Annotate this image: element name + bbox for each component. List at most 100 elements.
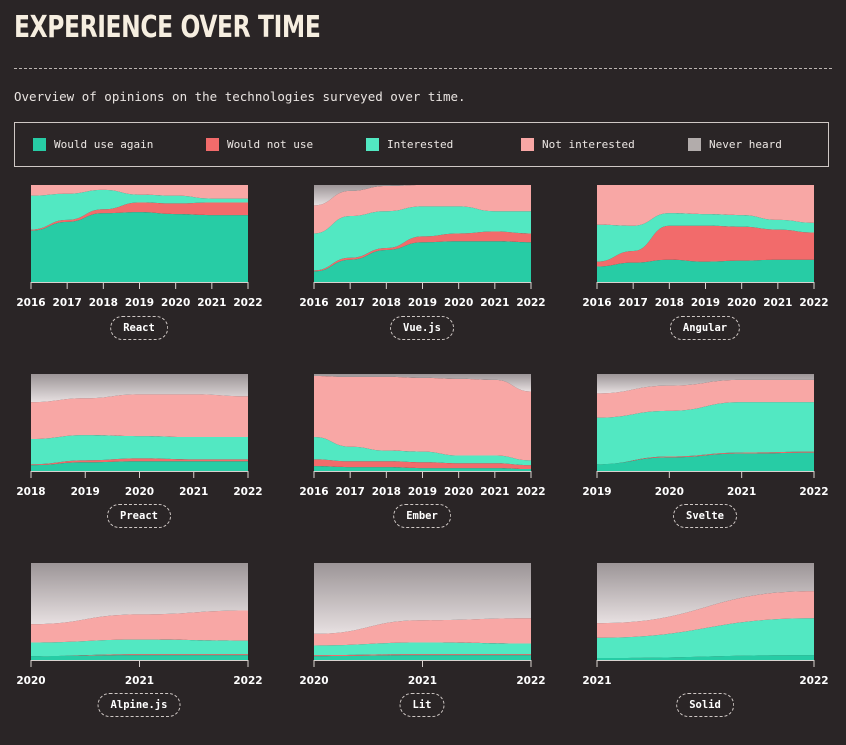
area-not-interested: [597, 185, 814, 226]
area-interested: [31, 189, 248, 230]
x-tick-label: 2019: [71, 486, 100, 498]
area-chart-svg: 2018 2019 2020 2021 2022: [16, 374, 263, 498]
legend-swatch: [206, 138, 219, 151]
legend-item-not-interested[interactable]: Not interested: [521, 138, 635, 151]
area-would-not-use: [314, 459, 531, 470]
area-interested: [31, 639, 248, 657]
x-tick-label: 2019: [691, 297, 720, 309]
area-chart-svg: 2020 2021 2022: [16, 563, 263, 687]
x-tick-label: 2018: [655, 297, 684, 309]
x-tick-label: 2021: [727, 486, 756, 498]
chart-solid: 2021 2022 Solid: [580, 558, 829, 728]
area-chart-svg: 2016 2017 2018 2019 2020 2021 2022: [299, 374, 546, 498]
area-not-interested: [31, 610, 248, 643]
legend-item-would-not-use[interactable]: Would not use: [206, 138, 313, 151]
legend-label: Would not use: [227, 138, 314, 151]
x-tick-label: 2021: [197, 297, 226, 309]
x-tick-label: 2019: [408, 297, 437, 309]
x-tick-label: 2018: [372, 486, 401, 498]
x-tick-label: 2021: [480, 297, 509, 309]
chart-lit: 2020 2021 2022 Lit: [297, 558, 546, 728]
chart-ember: 2016 2017 2018 2019 2020 2021 2022 Ember: [297, 369, 546, 539]
legend-item-never-heard[interactable]: Never heard: [688, 138, 782, 151]
area-chart-svg: 2020 2021 2022: [299, 563, 546, 687]
tech-label-pill[interactable]: Vue.js: [390, 316, 454, 340]
x-tick-label: 2022: [233, 297, 262, 309]
chart-angular: 2016 2017 2018 2019 2020 2021 2022 Angular: [580, 180, 829, 350]
area-chart-svg: 2016 2017 2018 2019 2020 2021 2022: [16, 185, 263, 309]
area-would-use-again: [31, 212, 248, 282]
area-would-use-again: [31, 655, 248, 660]
area-not-interested: [314, 375, 531, 461]
chart-vuejs: 2016 2017 2018 2019 2020 2021 2022 Vue.js: [297, 180, 546, 350]
area-would-not-use: [314, 231, 531, 272]
chart-alpinejs: 2020 2021 2022 Alpine.js: [14, 558, 263, 728]
legend-label: Would use again: [54, 138, 154, 151]
chart-preact: 2018 2019 2020 2021 2022 Preact: [14, 369, 263, 539]
x-tick-label: 2022: [799, 297, 828, 309]
area-never-heard: [597, 563, 814, 624]
x-tick-label: 2020: [655, 486, 684, 498]
area-would-use-again: [314, 655, 531, 660]
area-interested: [314, 642, 531, 656]
legend-label: Never heard: [709, 138, 782, 151]
area-chart-svg: 2016 2017 2018 2019 2020 2021 2022: [582, 185, 829, 309]
x-tick-label: 2022: [233, 486, 262, 498]
x-tick-label: 2020: [16, 675, 45, 687]
area-chart-svg: 2016 2017 2018 2019 2020 2021 2022: [299, 185, 546, 309]
x-tick-label: 2022: [799, 486, 828, 498]
area-not-interested: [314, 618, 531, 646]
area-never-heard: [31, 563, 248, 625]
legend-item-interested[interactable]: Interested: [366, 138, 453, 151]
x-tick-label: 2020: [727, 297, 756, 309]
x-tick-label: 2021: [125, 675, 154, 687]
x-tick-label: 2019: [582, 486, 611, 498]
area-not-interested: [31, 394, 248, 439]
legend-label: Not interested: [542, 138, 635, 151]
tech-label-pill[interactable]: Alpine.js: [97, 693, 181, 717]
x-tick-label: 2017: [336, 486, 365, 498]
tech-label-pill[interactable]: Solid: [676, 693, 734, 717]
area-would-use-again: [314, 466, 531, 471]
area-interested: [597, 402, 814, 465]
page-subtitle: Overview of opinions on the technologies…: [14, 89, 466, 104]
legend-swatch: [521, 138, 534, 151]
area-would-use-again: [31, 461, 248, 471]
chart-svelte: 2019 2020 2021 2022 Svelte: [580, 369, 829, 539]
area-never-heard: [314, 374, 531, 392]
legend-label: Interested: [387, 138, 454, 151]
area-would-not-use: [597, 225, 814, 267]
x-tick-label: 2016: [16, 297, 45, 309]
x-tick-label: 2022: [516, 486, 545, 498]
area-chart-svg: 2019 2020 2021 2022: [582, 374, 829, 498]
x-tick-label: 2017: [619, 297, 648, 309]
x-tick-label: 2020: [444, 297, 473, 309]
x-tick-label: 2021: [582, 675, 611, 687]
x-tick-label: 2016: [299, 297, 328, 309]
legend-item-would-use-again[interactable]: Would use again: [33, 138, 153, 151]
area-not-interested: [314, 185, 531, 234]
tech-label-pill[interactable]: Svelte: [673, 504, 737, 528]
area-not-interested: [597, 379, 814, 418]
x-tick-label: 2017: [53, 297, 82, 309]
x-tick-label: 2017: [336, 297, 365, 309]
x-tick-label: 2016: [582, 297, 611, 309]
area-interested: [31, 435, 248, 465]
area-interested: [314, 206, 531, 271]
x-tick-label: 2021: [179, 486, 208, 498]
x-tick-label: 2022: [516, 297, 545, 309]
tech-label-pill[interactable]: Lit: [399, 693, 445, 717]
tech-label-pill[interactable]: React: [110, 316, 168, 340]
area-chart-svg: 2021 2022: [582, 563, 829, 687]
area-would-use-again: [314, 241, 531, 282]
tech-label-pill[interactable]: Angular: [669, 316, 741, 340]
legend: Would use again Would not use Interested…: [14, 122, 829, 167]
tech-label-pill[interactable]: Preact: [107, 504, 171, 528]
x-tick-label: 2021: [480, 486, 509, 498]
tech-label-pill[interactable]: Ember: [393, 504, 451, 528]
x-tick-label: 2018: [89, 297, 118, 309]
x-tick-label: 2022: [233, 675, 262, 687]
x-tick-label: 2020: [161, 297, 190, 309]
area-interested: [597, 213, 814, 262]
area-would-use-again: [597, 655, 814, 660]
